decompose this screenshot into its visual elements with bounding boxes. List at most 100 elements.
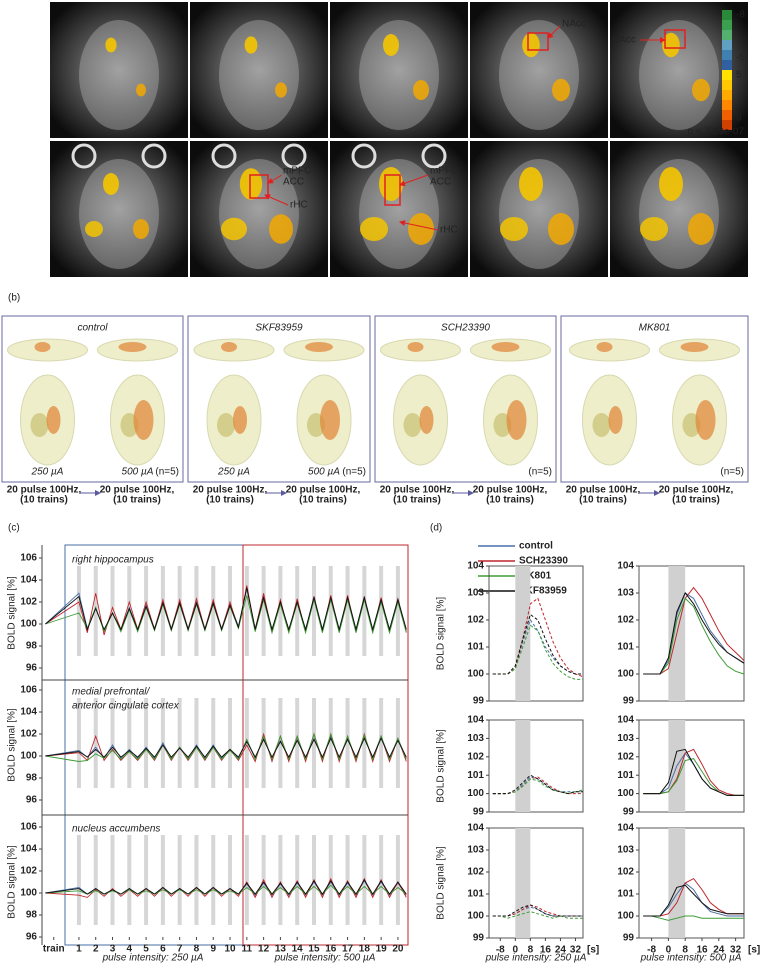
activation-3d — [30, 413, 49, 437]
activation-3d — [133, 400, 154, 440]
x-tick-label: train — [43, 944, 65, 955]
activation-3d — [506, 400, 527, 440]
stimulus-bar — [76, 698, 81, 788]
y-tick-label: 102 — [20, 866, 37, 877]
y-tick-label: 101 — [467, 642, 484, 653]
stimulus-bar — [295, 698, 300, 788]
block-label: pulse intensity: 250 µA — [485, 953, 587, 964]
colorbar-segment — [722, 60, 732, 70]
series-line — [492, 776, 583, 795]
n-label: (n=5) — [720, 467, 744, 478]
x-tick-label: 13 — [275, 944, 287, 955]
mri-slice — [190, 2, 328, 138]
roi-label: mPFC — [283, 166, 311, 177]
stimulus-bar — [328, 835, 333, 925]
activation — [239, 168, 263, 200]
x-tick-label: 2 — [93, 944, 99, 955]
y-tick-label: 102 — [467, 615, 484, 626]
protocol-text: (10 trains) — [206, 495, 254, 506]
eye — [421, 143, 447, 169]
protocol-text: 20 pulse 100Hz, — [286, 485, 361, 496]
series-line — [643, 882, 744, 917]
activation — [413, 80, 429, 100]
x-tick-label: 1 — [76, 944, 82, 955]
x-tick-label: 24 — [713, 945, 725, 956]
colorbar-segment — [722, 100, 732, 110]
y-tick-label: 98 — [26, 773, 38, 784]
colorbar-tick: 8 — [736, 113, 742, 124]
y-tick-label: 99 — [473, 696, 485, 707]
y-tick-label: 104 — [617, 561, 634, 572]
protocol-text: 20 pulse 100Hz, — [193, 485, 268, 496]
y-tick-label: 106 — [20, 685, 37, 696]
colorbar-segment — [722, 10, 732, 20]
protocol-text: (10 trains) — [486, 495, 534, 506]
y-tick-label: 102 — [617, 615, 634, 626]
brain — [639, 20, 719, 130]
colorbar-segment — [722, 50, 732, 60]
x-tick-label: 14 — [292, 944, 304, 955]
activation-3d — [403, 413, 422, 437]
y-tick-label: 99 — [623, 807, 635, 818]
y-tick-label: 99 — [623, 696, 635, 707]
intensity-label: 500 µA — [122, 467, 154, 478]
activation — [244, 36, 258, 54]
x-tick-label: 7 — [177, 944, 183, 955]
series-line — [45, 588, 407, 632]
stimulus-bar — [395, 835, 400, 925]
protocol-text: 20 pulse 100Hz, — [7, 485, 82, 496]
activation — [136, 83, 146, 97]
intensity-label: 250 µA — [31, 467, 64, 478]
y-tick-label: 101 — [467, 889, 484, 900]
colorbar-segment — [722, 70, 732, 80]
activation-3d — [233, 406, 247, 434]
stimulus-bar — [379, 566, 384, 656]
series-line — [643, 592, 745, 675]
x-tick-label: 32 — [730, 945, 742, 956]
stimulus-bar — [144, 835, 149, 925]
x-tick-label: 3 — [110, 944, 116, 955]
y-tick-label: 104 — [467, 561, 484, 572]
stimulus-bar — [211, 698, 216, 788]
y-tick-label: 102 — [617, 867, 634, 878]
series-line — [492, 906, 583, 917]
brain — [79, 159, 159, 269]
activation-3d — [592, 413, 611, 437]
activation — [662, 32, 680, 58]
activation — [360, 217, 388, 241]
block-label: pulse intensity: 250 µA — [102, 953, 204, 964]
roi-label: NAcc — [562, 19, 586, 30]
stimulus-bar — [194, 835, 199, 925]
stimulus-bar — [261, 698, 266, 788]
x-tick-label: -8 — [647, 945, 656, 956]
activation-3d — [217, 413, 235, 437]
stimulus-bar — [228, 566, 233, 656]
stimulus-bar — [244, 835, 249, 925]
y-axis-label: BOLD signal [%] — [436, 729, 447, 803]
y-axis-label: BOLD signal [%] — [7, 845, 18, 919]
activation — [522, 32, 540, 58]
y-tick-label: 103 — [617, 845, 634, 856]
stimulus-bar — [160, 835, 165, 925]
x-tick-label: 10 — [224, 944, 236, 955]
legend-label: control — [519, 541, 553, 552]
colorbar-segment — [722, 40, 732, 50]
activation — [383, 34, 399, 56]
y-tick-label: 100 — [467, 669, 484, 680]
colorbar-tick: 5 — [736, 70, 742, 81]
series-line — [492, 904, 583, 917]
y-tick-label: 104 — [467, 823, 484, 834]
activation — [133, 219, 149, 239]
intensity-label: 500 µA — [308, 467, 340, 478]
y-tick-label: 100 — [467, 788, 484, 799]
y-tick-label: 102 — [617, 751, 634, 762]
eye — [141, 143, 167, 169]
roi-box — [249, 174, 269, 199]
protocol-text: (10 trains) — [579, 495, 627, 506]
y-tick-label: 96 — [26, 932, 38, 943]
series-line — [492, 613, 583, 675]
series-line — [45, 878, 407, 895]
stimulus-bar — [160, 566, 165, 656]
stimulus-bar — [228, 835, 233, 925]
colorbar-tick: -5 — [736, 53, 745, 64]
